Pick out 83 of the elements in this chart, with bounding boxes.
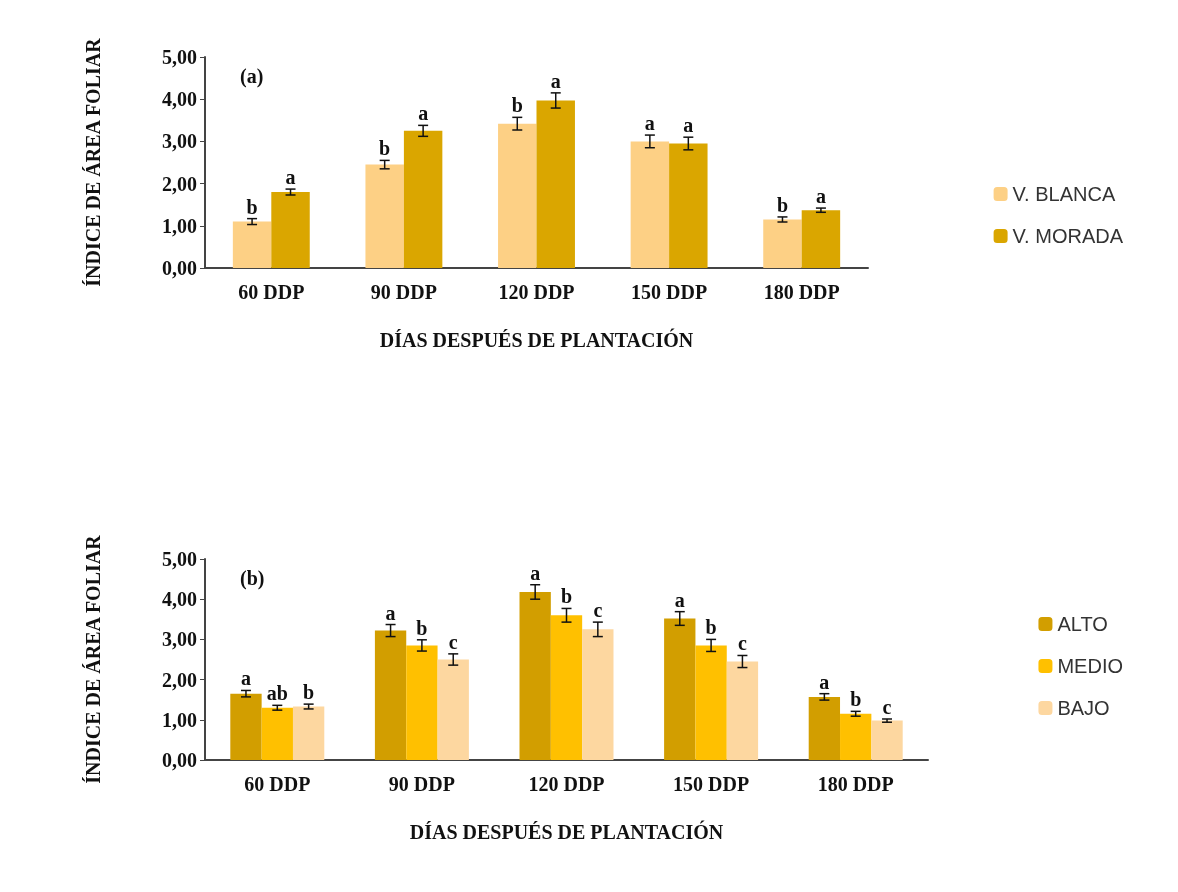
data-label: a (683, 114, 694, 137)
y-tick-label: 2,00 (162, 172, 197, 195)
bar (669, 143, 708, 268)
bar (232, 221, 272, 268)
data-label: ab (266, 682, 288, 705)
bar (726, 661, 759, 760)
bar (840, 713, 872, 760)
data-label: b (850, 688, 862, 711)
data-label: a (240, 667, 251, 690)
data-label: b (776, 193, 789, 216)
y-tick-label: 0,00 (162, 257, 197, 279)
bar (292, 706, 325, 760)
y-tick-label: 1,00 (162, 708, 197, 731)
data-label: c (737, 632, 747, 655)
bar (763, 219, 802, 268)
bar (498, 123, 537, 268)
bar (550, 615, 583, 760)
y-axis-title: ÍNDICE DE ÁREA FOLIAR (82, 37, 104, 287)
legend-label: ALTO (1057, 613, 1108, 635)
bar (801, 210, 841, 268)
x-tick-label: 90 DDP (370, 281, 437, 303)
y-tick-label: 0,00 (162, 749, 197, 771)
x-axis-title: DÍAS DESPUÉS DE PLANTACIÓN (379, 328, 694, 351)
x-tick-label: 120 DDP (498, 281, 575, 303)
bar (271, 192, 310, 268)
legend-label: V. BLANCA (1012, 183, 1116, 205)
bar (437, 659, 469, 760)
data-label: b (560, 585, 573, 608)
y-axis-title: ÍNDICE DE ÁREA FOLIAR (82, 534, 104, 784)
data-label: a (530, 561, 541, 584)
legend-label: V. MORADA (1012, 225, 1124, 247)
data-label: c (593, 599, 603, 622)
data-label: a (285, 166, 296, 189)
y-tick-label: 5,00 (162, 46, 197, 68)
data-label: b (511, 94, 523, 117)
bar (230, 693, 262, 760)
data-label: b (416, 616, 428, 639)
bar (365, 164, 404, 268)
bar (374, 630, 407, 760)
data-label: a (418, 102, 429, 125)
data-label: a (674, 588, 685, 611)
y-tick-label: 2,00 (162, 668, 197, 691)
x-tick-label: 180 DDP (817, 773, 894, 795)
data-label: b (303, 681, 315, 704)
data-label: a (385, 601, 396, 624)
data-label: b (379, 137, 391, 160)
chart-title: (b) (240, 567, 265, 590)
x-axis-title: DÍAS DESPUÉS DE PLANTACIÓN (409, 820, 724, 843)
legend-label: BAJO (1057, 697, 1110, 719)
chart-title: (a) (240, 65, 264, 88)
bar (630, 141, 670, 268)
x-tick-label: 60 DDP (238, 281, 305, 303)
bar (403, 130, 443, 268)
x-tick-label: 180 DDP (763, 281, 840, 303)
y-tick-label: 3,00 (162, 628, 197, 651)
x-tick-label: 90 DDP (388, 773, 455, 795)
data-label: b (705, 616, 717, 639)
data-label: a (815, 185, 826, 208)
x-tick-label: 150 DDP (673, 773, 750, 795)
y-tick-label: 3,00 (162, 130, 197, 153)
x-tick-label: 150 DDP (631, 281, 708, 303)
bar (664, 618, 696, 760)
data-label: c (448, 630, 458, 653)
x-tick-label: 60 DDP (244, 773, 311, 795)
bar (871, 720, 903, 760)
data-label: b (246, 195, 258, 218)
data-label: a (550, 69, 561, 92)
bar (536, 100, 575, 268)
bar (808, 696, 841, 760)
bar (582, 629, 614, 760)
bar (695, 645, 727, 760)
bar (261, 707, 293, 760)
data-label: a (644, 112, 655, 135)
x-tick-label: 120 DDP (528, 773, 605, 795)
data-label: c (882, 696, 892, 718)
y-tick-label: 4,00 (162, 88, 197, 111)
y-tick-label: 1,00 (162, 214, 197, 237)
bar (519, 591, 551, 760)
y-tick-label: 4,00 (162, 588, 197, 611)
legend-label: MEDIO (1057, 655, 1124, 677)
bar (406, 645, 438, 760)
y-tick-label: 5,00 (162, 548, 197, 570)
data-label: a (819, 670, 830, 693)
